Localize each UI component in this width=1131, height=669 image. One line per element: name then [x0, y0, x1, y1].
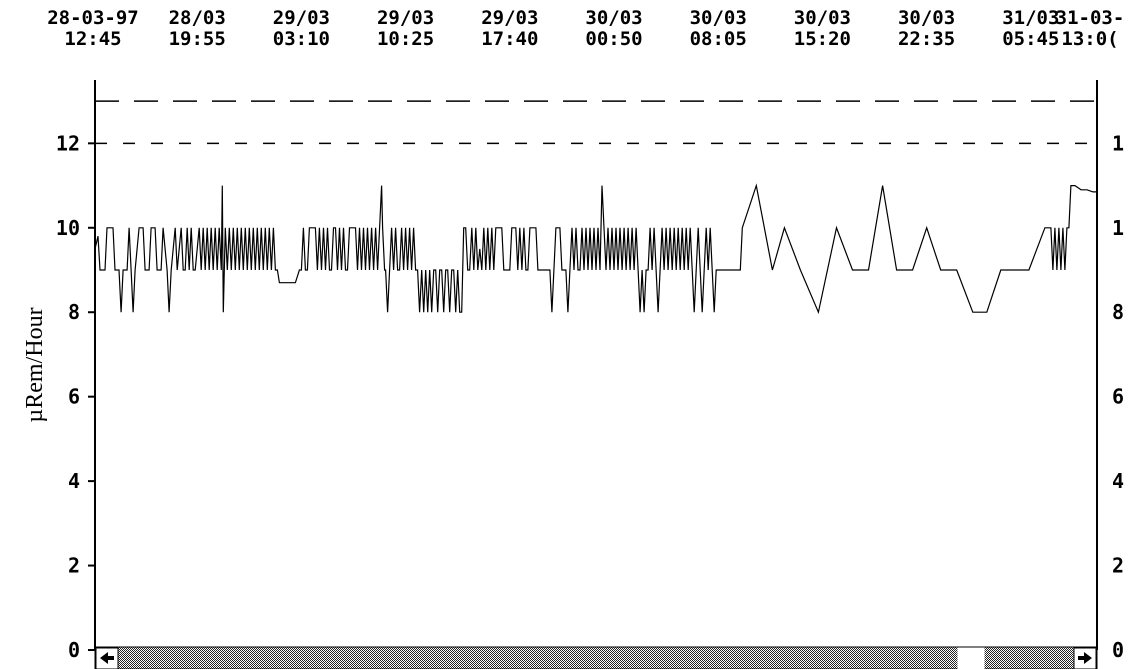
time-axis-labels: 28-03-9712:4528/0319:5529/0303:1029/0310…	[47, 7, 1124, 50]
time-label-3-date: 29/03	[377, 7, 434, 29]
left-arrow-icon	[100, 652, 114, 664]
left-tick-label-12: 12	[56, 131, 80, 155]
time-label-8-date: 30/03	[898, 7, 955, 29]
time-label-7-date: 30/03	[794, 7, 851, 29]
time-label-3-time: 10:25	[377, 28, 434, 50]
reference-lines	[95, 100, 1097, 145]
right-tick-label-10: 1	[1112, 216, 1124, 240]
right-tick-label-0: 0	[1112, 638, 1124, 662]
right-tick-label-4: 4	[1112, 469, 1124, 493]
time-label-10-date: 31-03-	[1056, 7, 1125, 29]
right-tick-label-12: 1	[1112, 131, 1124, 155]
right-tick-label-6: 6	[1112, 385, 1124, 409]
y-axis-label: µRem/Hour	[22, 307, 48, 422]
left-tick-label-8: 8	[68, 300, 80, 324]
time-label-4-date: 29/03	[481, 7, 538, 29]
right-tick-label-8: 8	[1112, 300, 1124, 324]
time-label-2-date: 29/03	[273, 7, 330, 29]
time-label-6-time: 08:05	[690, 28, 747, 50]
time-label-0-date: 28-03-97	[47, 7, 139, 29]
left-axis-ticks: 0 2 4 6 8 10 12	[56, 131, 95, 662]
time-label-9-time: 05:45	[1002, 28, 1059, 50]
left-tick-label-4: 4	[68, 469, 80, 493]
scroll-thumb[interactable]	[957, 647, 985, 669]
time-label-8-time: 22:35	[898, 28, 955, 50]
time-label-1-time: 19:55	[169, 28, 226, 50]
time-label-5-time: 00:50	[585, 28, 642, 50]
time-label-0-time: 12:45	[64, 28, 121, 50]
time-label-2-time: 03:10	[273, 28, 330, 50]
time-label-1-date: 28/03	[169, 7, 226, 29]
time-label-9-date: 31/03	[1002, 7, 1059, 29]
right-tick-label-2: 2	[1112, 554, 1124, 578]
right-axis-ticks: 0 2 4 6 8 1 1	[1112, 131, 1124, 662]
time-label-10-time: 13:0(	[1061, 28, 1118, 50]
time-label-5-date: 30/03	[585, 7, 642, 29]
scrollbar-track[interactable]	[94, 646, 1098, 669]
left-tick-label-10: 10	[56, 216, 80, 240]
horizontal-scrollbar[interactable]	[94, 646, 1098, 669]
time-label-6-date: 30/03	[690, 7, 747, 29]
right-arrow-icon	[1078, 652, 1092, 664]
left-tick-label-2: 2	[68, 554, 80, 578]
time-label-4-time: 17:40	[481, 28, 538, 50]
left-tick-label-6: 6	[68, 385, 80, 409]
time-label-7-time: 15:20	[794, 28, 851, 50]
series-line	[94, 183, 1097, 315]
left-tick-label-0: 0	[68, 638, 80, 662]
